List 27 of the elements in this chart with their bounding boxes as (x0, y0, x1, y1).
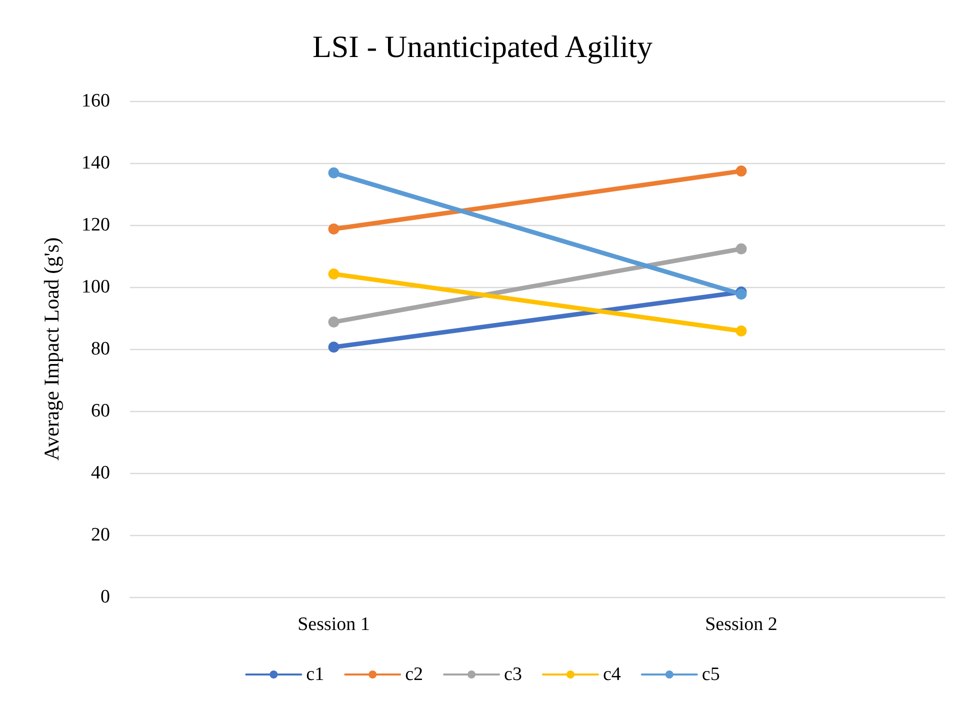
x-tick-label: Session 1 (298, 614, 370, 635)
point (328, 167, 340, 178)
point (736, 166, 747, 177)
legend-label: c1 (306, 664, 324, 685)
point (736, 243, 747, 254)
point (328, 316, 340, 328)
point (328, 342, 340, 353)
y-axis-title: Average Impact Load (g's) (40, 237, 64, 461)
x-tick-label: Session 2 (705, 614, 778, 635)
chart-title: LSI - Unanticipated Agility (312, 29, 654, 64)
legend-label: c2 (405, 664, 424, 685)
y-tick-label: 80 (91, 338, 110, 360)
legend-label: c3 (504, 664, 522, 685)
y-tick-label: 0 (100, 586, 110, 608)
y-tick-label: 100 (82, 276, 110, 298)
y-tick-label: 120 (82, 214, 110, 236)
point (328, 224, 340, 235)
point (736, 288, 747, 300)
y-tick-label: 60 (91, 400, 110, 422)
legend-label: c4 (602, 664, 622, 685)
y-tick-label: 40 (91, 462, 110, 484)
y-tick-label: 140 (82, 152, 110, 174)
point (736, 326, 747, 337)
point (328, 268, 340, 280)
legend-label: c5 (702, 664, 720, 685)
y-tick-label: 160 (82, 90, 110, 112)
y-tick-label: 20 (91, 524, 110, 546)
